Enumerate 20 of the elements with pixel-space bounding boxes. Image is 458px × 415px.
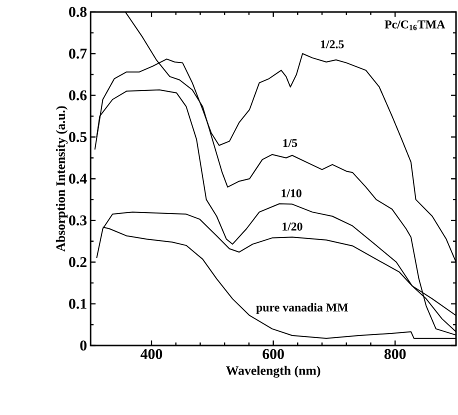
y-tick-label: 0.6 — [69, 90, 87, 100]
y-tick-label: 0.5 — [69, 132, 87, 142]
series-label: 1/2.5 — [321, 40, 344, 48]
y-tick-label: 0.1 — [69, 298, 86, 309]
y-tick-label: 0.3 — [69, 215, 87, 226]
y-tick-label: 0.7 — [69, 48, 87, 59]
x-axis-title: Wavelength (nm) — [226, 366, 320, 378]
x-tick-label: 400 — [140, 348, 162, 359]
y-tick-label: 0.8 — [69, 6, 87, 17]
annotation: Pc/C$_{16}$TMA — [384, 20, 446, 30]
x-tick-label: 800 — [384, 348, 406, 359]
y-axis-title: Absorption Intensity (a.u.) — [56, 106, 68, 252]
x-tick-label: 600 — [262, 348, 284, 359]
series-label: pure vanadia MM — [256, 303, 348, 314]
series-label: 1/10 — [282, 189, 302, 198]
series-label: 1/5 — [283, 138, 298, 147]
series-label: 1/20 — [282, 222, 302, 231]
y-tick-label: 0.2 — [69, 256, 86, 268]
y-tick-label: 0.4 — [69, 174, 87, 184]
y-tick-label: 0 — [80, 340, 87, 350]
